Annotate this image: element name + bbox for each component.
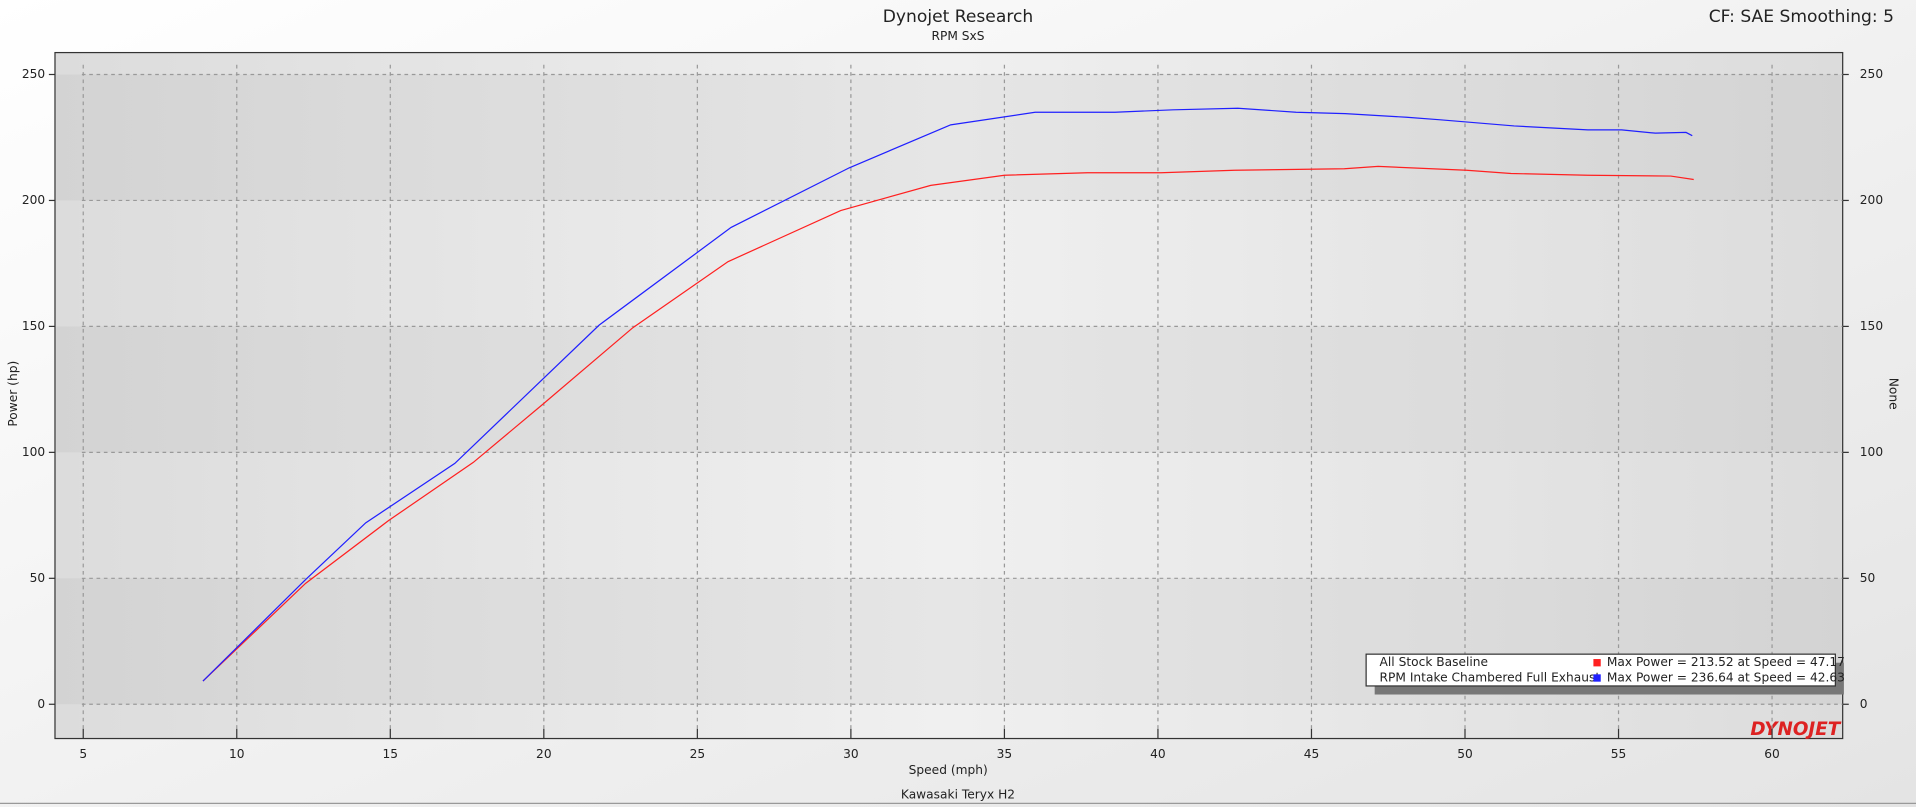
y-tick-label: 150 (22, 319, 45, 333)
y-tick-label: 0 (37, 697, 45, 711)
y2-axis-title: None (1886, 378, 1900, 410)
y-tick-label: 50 (30, 571, 46, 585)
legend-note: Max Power = 213.52 at Speed = 47.17 (1607, 655, 1845, 669)
x-tick-label: 15 (383, 747, 399, 761)
y-tick-label: 200 (22, 193, 45, 207)
x-tick-label: 25 (690, 747, 706, 761)
logo: DYNOJET (1750, 719, 1841, 740)
x-tick-label: 30 (843, 747, 859, 761)
x-tick-label: 5 (79, 747, 87, 761)
series-line (202, 107, 1693, 682)
series-line (202, 165, 1694, 682)
y-axis-title: Power (hp) (6, 361, 20, 427)
y-tick-label: 250 (22, 67, 45, 81)
footer: Kawasaki Teryx H2 (901, 787, 1015, 801)
y2-tick-label: 0 (1860, 697, 1868, 711)
x-tick-label: 55 (1611, 747, 1627, 761)
legend-swatch (1593, 674, 1601, 682)
y2-tick-label: 200 (1860, 193, 1883, 207)
grid-band (56, 326, 1842, 453)
x-tick-label: 50 (1457, 747, 1473, 761)
header-right: CF: SAE Smoothing: 5 (1709, 7, 1894, 27)
legend-swatch (1593, 659, 1601, 667)
x-tick-label: 40 (1150, 747, 1166, 761)
chart-title: Dynojet Research (883, 7, 1033, 27)
x-axis-title: Speed (mph) (909, 763, 988, 777)
grid-band (56, 74, 1842, 201)
x-tick-label: 10 (229, 747, 245, 761)
plot-area (54, 51, 1844, 740)
chart-subtitle: RPM SxS (931, 29, 984, 43)
x-tick-label: 35 (997, 747, 1013, 761)
legend-label: All Stock Baseline (1380, 655, 1489, 669)
y2-tick-label: 50 (1860, 571, 1876, 585)
x-tick-label: 45 (1304, 747, 1320, 761)
y2-tick-label: 150 (1860, 319, 1883, 333)
x-tick-label: 20 (536, 747, 552, 761)
y2-tick-label: 100 (1860, 445, 1883, 459)
y2-tick-label: 250 (1860, 67, 1883, 81)
y-tick-label: 100 (22, 445, 45, 459)
legend-label: RPM Intake Chambered Full Exhaust (1380, 670, 1601, 684)
x-tick-label: 60 (1764, 747, 1780, 761)
legend-note: Max Power = 236.64 at Speed = 42.63 (1607, 670, 1845, 684)
